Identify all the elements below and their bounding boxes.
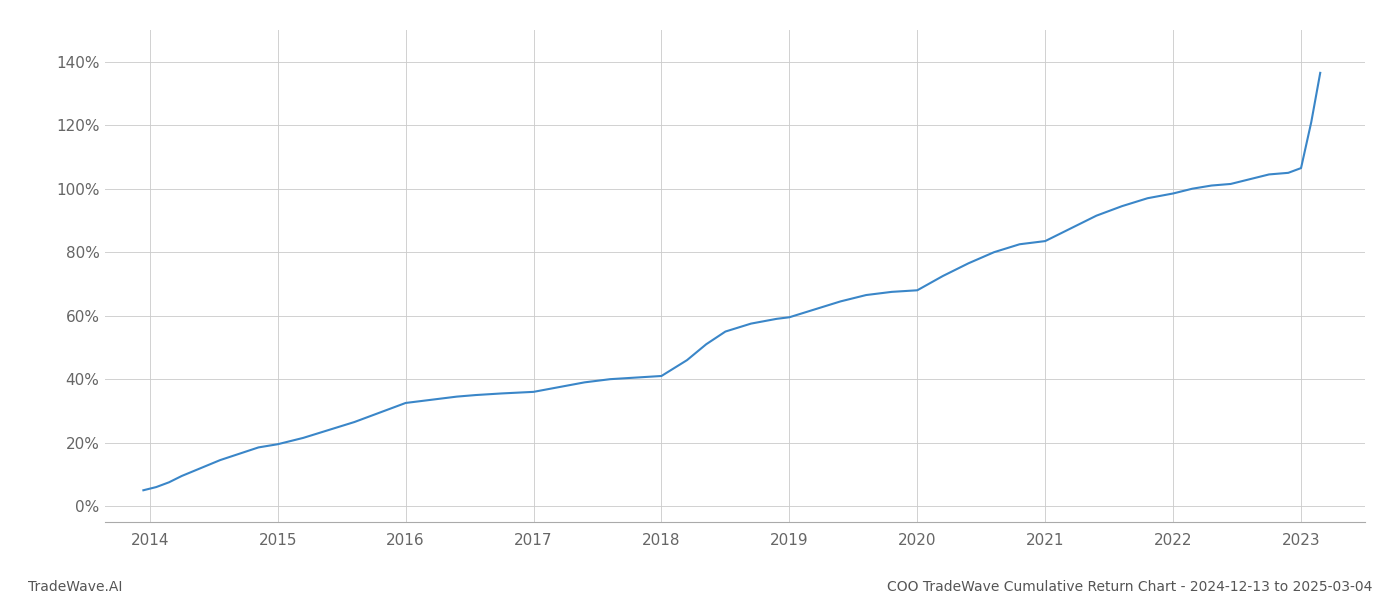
Text: COO TradeWave Cumulative Return Chart - 2024-12-13 to 2025-03-04: COO TradeWave Cumulative Return Chart - … — [886, 580, 1372, 594]
Text: TradeWave.AI: TradeWave.AI — [28, 580, 122, 594]
